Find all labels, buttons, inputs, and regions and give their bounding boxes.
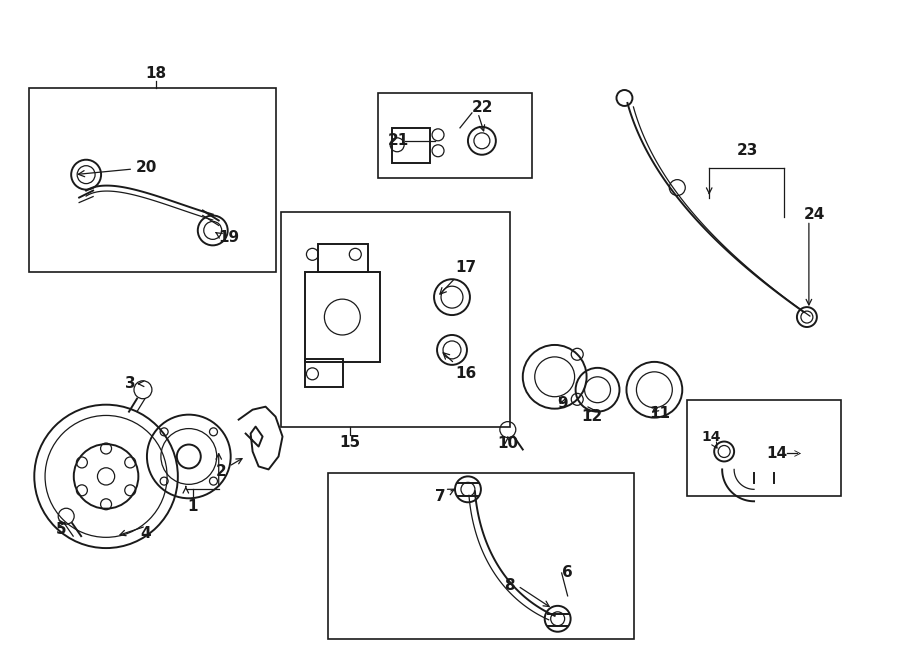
- Text: 10: 10: [498, 436, 518, 451]
- Text: 14: 14: [766, 446, 787, 461]
- Bar: [281, 213, 509, 426]
- Text: 9: 9: [558, 396, 568, 411]
- Bar: [688, 400, 841, 496]
- Bar: [305, 359, 343, 387]
- Bar: [378, 93, 532, 177]
- Text: 24: 24: [804, 207, 825, 222]
- Text: 2: 2: [215, 464, 226, 479]
- Bar: [305, 272, 380, 362]
- Text: 6: 6: [562, 565, 572, 581]
- Bar: [392, 128, 430, 163]
- Bar: [30, 88, 275, 272]
- Text: 18: 18: [145, 66, 166, 81]
- Text: 23: 23: [736, 143, 758, 158]
- Text: 16: 16: [443, 353, 476, 381]
- Bar: [328, 473, 634, 639]
- Text: 17: 17: [440, 260, 476, 294]
- Text: 8: 8: [504, 579, 515, 593]
- Text: 14: 14: [702, 430, 721, 444]
- Text: 22: 22: [472, 101, 493, 115]
- Text: 7: 7: [435, 489, 454, 504]
- Bar: [319, 244, 368, 272]
- Text: 11: 11: [649, 406, 670, 421]
- Text: 12: 12: [580, 409, 602, 424]
- Text: 15: 15: [339, 434, 361, 449]
- Text: 21: 21: [388, 133, 410, 148]
- Text: 3: 3: [125, 376, 136, 391]
- Text: 20: 20: [78, 160, 158, 177]
- Text: 5: 5: [56, 522, 67, 537]
- Text: 1: 1: [187, 498, 198, 514]
- Text: 4: 4: [140, 526, 151, 541]
- Text: 19: 19: [219, 230, 239, 245]
